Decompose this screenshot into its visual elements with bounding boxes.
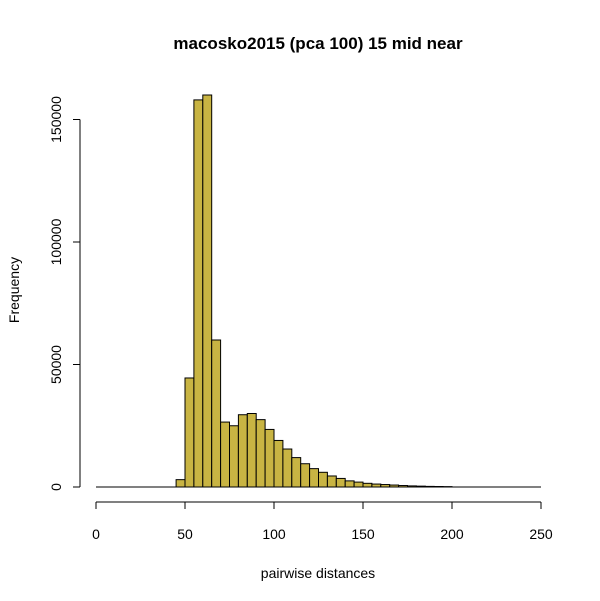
histogram-bar bbox=[344, 480, 355, 488]
histogram-bar bbox=[353, 481, 364, 488]
y-axis: 0 50000 100000 150000 bbox=[48, 96, 81, 491]
histogram-bar bbox=[229, 425, 239, 488]
histogram-bar bbox=[193, 99, 204, 488]
x-tick-label: 250 bbox=[529, 526, 553, 542]
y-axis-label: Frequency bbox=[6, 257, 22, 323]
histogram-bar bbox=[246, 413, 257, 488]
x-tick-label: 0 bbox=[92, 526, 100, 542]
x-tick-label: 200 bbox=[440, 526, 464, 542]
histogram-bar bbox=[282, 448, 293, 488]
histogram-bar bbox=[318, 471, 328, 488]
histogram-bar bbox=[211, 339, 222, 488]
histogram-bar bbox=[335, 477, 346, 488]
histogram-bar bbox=[326, 475, 337, 488]
x-tick-label: 150 bbox=[351, 526, 375, 542]
x-tick-label: 50 bbox=[177, 526, 193, 542]
y-tick-label: 50000 bbox=[48, 345, 64, 384]
histogram-bar bbox=[291, 457, 302, 488]
histogram-bar bbox=[220, 421, 231, 488]
x-axis: 0 50 100 150 200 250 bbox=[92, 501, 553, 542]
y-tick-label: 100000 bbox=[48, 218, 64, 265]
histogram-bar bbox=[255, 419, 266, 488]
histogram-bar bbox=[264, 428, 275, 488]
histogram-bar bbox=[300, 463, 311, 488]
histogram-bar bbox=[184, 377, 195, 488]
histogram-bar bbox=[202, 94, 213, 488]
histogram-bar bbox=[175, 479, 186, 488]
y-tick-label: 150000 bbox=[48, 96, 64, 143]
x-tick-label: 100 bbox=[262, 526, 286, 542]
y-tick-label: 0 bbox=[48, 483, 64, 491]
histogram-bar bbox=[273, 439, 284, 488]
histogram-bar bbox=[309, 468, 320, 488]
histogram-bar bbox=[362, 482, 373, 488]
histogram-bar bbox=[237, 414, 248, 488]
bars-group bbox=[96, 94, 541, 488]
chart-title: macosko2015 (pca 100) 15 mid near bbox=[173, 34, 463, 53]
x-axis-label: pairwise distances bbox=[261, 565, 375, 581]
